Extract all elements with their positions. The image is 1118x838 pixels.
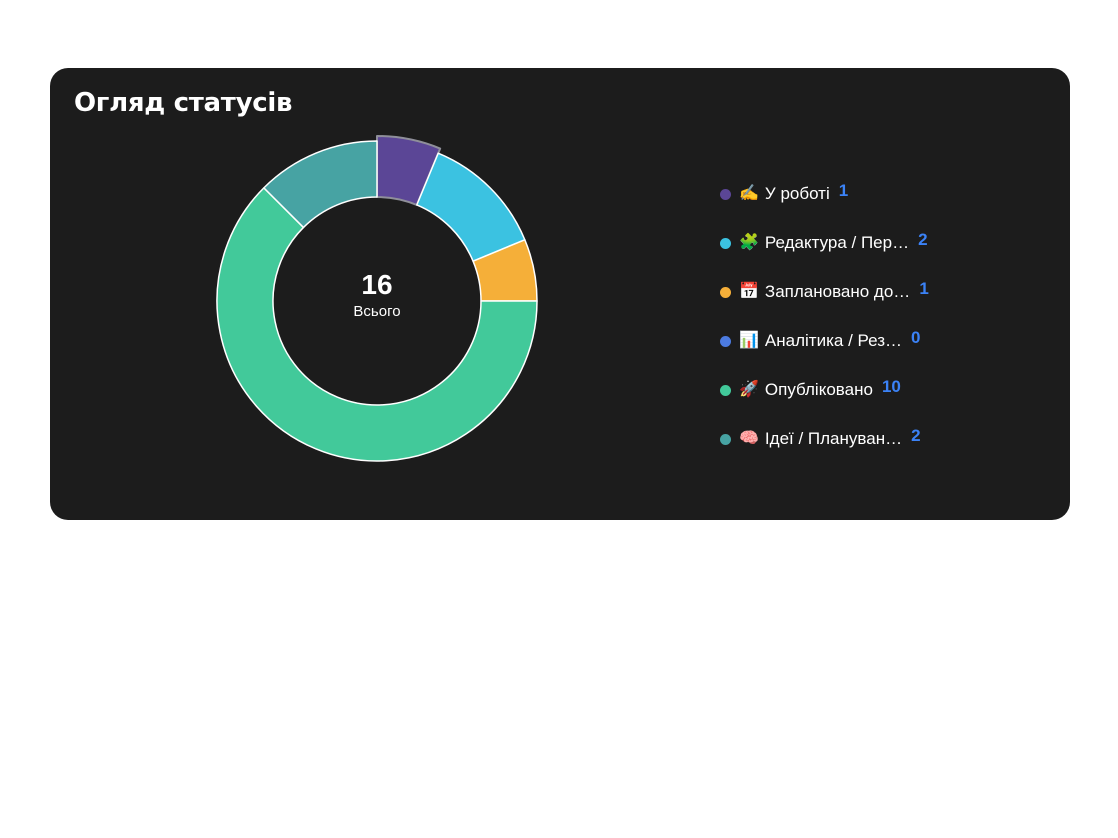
- donut-slice-5[interactable]: [263, 140, 378, 229]
- legend-count: 2: [911, 425, 921, 445]
- legend-count: 0: [910, 327, 921, 347]
- legend-item-3[interactable]: 📊 Аналітика / Рез… 0: [720, 315, 1050, 364]
- status-overview-card: Огляд статусів 16 Всього ✍️ У роботі 1 🧩 Ред…: [50, 68, 1070, 520]
- donut-chart: 16 Всього: [216, 135, 538, 462]
- legend-dot-icon: [720, 189, 731, 200]
- donut-slice-1[interactable]: [416, 152, 526, 262]
- legend-label: Аналітика / Рез…: [764, 330, 902, 350]
- donut-slice-0[interactable]: [376, 135, 442, 206]
- legend-dot-icon: [720, 287, 731, 298]
- legend-emoji-icon: 🧩: [739, 232, 759, 251]
- legend-count: 10: [881, 376, 901, 396]
- legend-count: 2: [918, 229, 928, 249]
- legend-emoji-icon: 🚀: [739, 379, 759, 398]
- total-label: Всього: [353, 303, 400, 320]
- legend-emoji-icon: 📊: [739, 330, 759, 349]
- legend-label: Ідеї / Плануван…: [764, 428, 903, 448]
- legend-item-2[interactable]: 📅 Заплановано до… 1: [720, 266, 1050, 315]
- legend-label: У роботі: [764, 183, 830, 203]
- legend-count: 1: [919, 278, 929, 298]
- legend-item-0[interactable]: ✍️ У роботі 1: [720, 168, 1050, 217]
- legend-dot-icon: [720, 434, 731, 445]
- legend-label: Заплановано до…: [764, 281, 911, 301]
- legend-label: Опубліковано: [764, 379, 873, 399]
- legend-count: 1: [838, 180, 849, 200]
- chart-legend: ✍️ У роботі 1 🧩 Редактура / Пер… 2 📅 Запланован…: [720, 168, 1050, 462]
- legend-item-1[interactable]: 🧩 Редактура / Пер… 2: [720, 217, 1050, 266]
- legend-dot-icon: [720, 385, 731, 396]
- legend-dot-icon: [720, 336, 731, 347]
- legend-item-4[interactable]: 🚀 Опубліковано 10: [720, 364, 1050, 413]
- legend-dot-icon: [720, 238, 731, 249]
- donut-slices: [216, 135, 538, 462]
- legend-emoji-icon: 📅: [739, 281, 759, 300]
- donut-slice-4[interactable]: [216, 187, 538, 462]
- card-title: Огляд статусів: [74, 88, 293, 118]
- legend-emoji-icon: 🧠: [739, 428, 759, 447]
- legend-label: Редактура / Пер…: [764, 232, 910, 252]
- legend-item-5[interactable]: 🧠 Ідеї / Плануван… 2: [720, 413, 1050, 462]
- legend-emoji-icon: ✍️: [739, 183, 759, 202]
- total-count: 16: [361, 269, 392, 300]
